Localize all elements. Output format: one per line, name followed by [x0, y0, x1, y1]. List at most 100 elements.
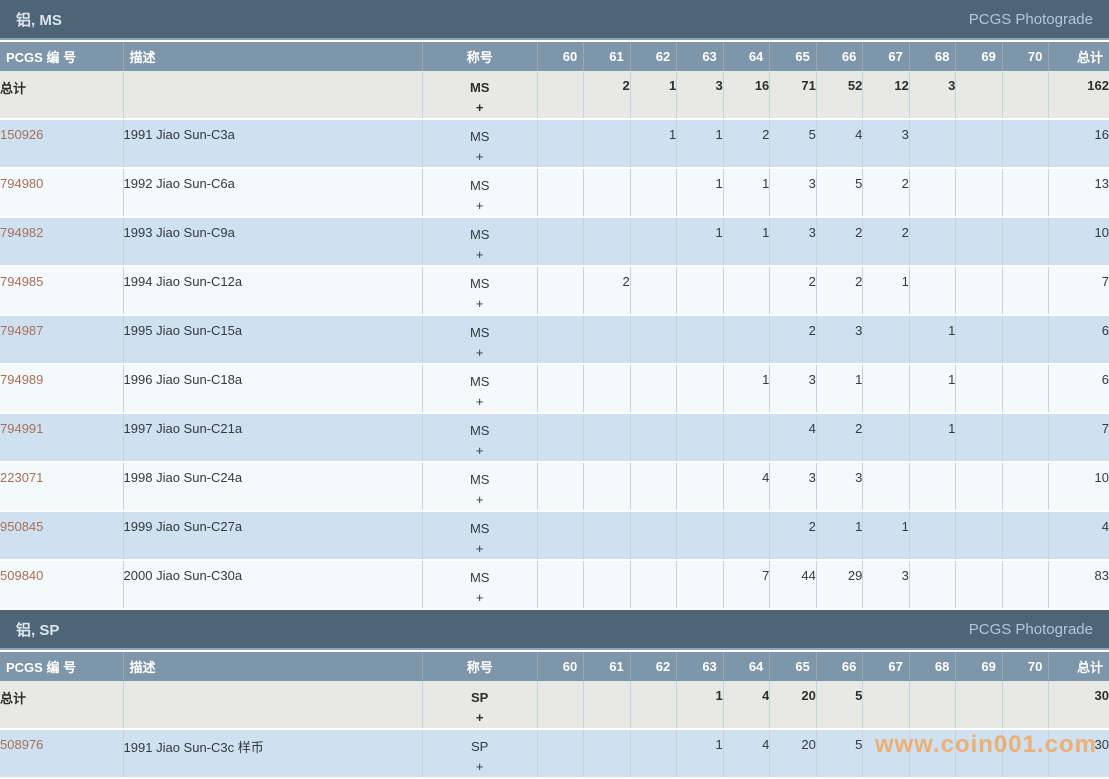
grade-cell-68 [909, 560, 957, 610]
grade-header-67: 67 [862, 42, 910, 71]
grade-header-63: 63 [676, 652, 724, 681]
grade-cell-64: 1 [723, 364, 771, 414]
designation-cell: MS + [422, 315, 538, 365]
grade-cell-62 [630, 560, 678, 610]
totals-grade-cell-63: 3 [676, 71, 724, 120]
pcgs-number-link[interactable]: 509840 [0, 568, 44, 583]
pcgs-number-link[interactable]: 794980 [0, 176, 44, 191]
row-total-cell: 16 [1048, 119, 1109, 169]
totals-grade-cell-68: 3 [909, 71, 957, 120]
grade-header-68: 68 [909, 652, 957, 681]
grade-cell-64 [723, 511, 771, 561]
description-cell: 1993 Jiao Sun-C9a [123, 217, 423, 267]
pcgs-number-link[interactable]: 950845 [0, 519, 44, 534]
pcgs-number-link[interactable]: 794982 [0, 225, 44, 240]
pcgs-number-cell: 794980 [0, 168, 124, 218]
grade-cell-65: 5 [769, 119, 817, 169]
grade-cell-60 [537, 462, 585, 512]
designation-text: MS [469, 325, 490, 340]
grade-cell-68 [909, 119, 957, 169]
totals-description-cell [123, 71, 423, 120]
grade-header-68: 68 [909, 42, 957, 71]
table-head: PCGS 编 号描述 称号 60 61 62 63 64 65 66 67 68 69 70 总计 [0, 42, 1109, 71]
grade-header-66: 66 [816, 652, 864, 681]
grade-cell-60 [537, 217, 585, 267]
designation-cell: MS + [422, 217, 538, 267]
pcgs-number-cell: 794987 [0, 315, 124, 365]
pcgs-number-cell: 794985 [0, 266, 124, 316]
grade-cell-68 [909, 266, 957, 316]
grade-header-60: 60 [537, 42, 585, 71]
totals-grade-cell-70 [1002, 681, 1050, 730]
pcgs-number-link[interactable]: 223071 [0, 470, 44, 485]
grade-cell-69 [955, 119, 1003, 169]
row-total-cell: 6 [1048, 364, 1109, 414]
pcgs-number-header: PCGS 编 号 [0, 42, 124, 71]
pcgs-number-cell: 509840 [0, 560, 124, 610]
table-head: PCGS 编 号描述 称号 60 61 62 63 64 65 66 67 68 69 70 总计 [0, 652, 1109, 681]
grade-cell-62 [630, 413, 678, 463]
grade-cell-62 [630, 168, 678, 218]
grade-cell-62 [630, 364, 678, 414]
table-row: 509840 2000 Jiao Sun-C30a MS +7 44 29 3 83 [0, 560, 1109, 610]
grade-cell-68 [909, 217, 957, 267]
table-body: 总计 SP +1 4 20 5 30 508976 1991 Jiao Sun-C3c 样币 SP… [0, 681, 1109, 779]
pcgs-number-link[interactable]: 794987 [0, 323, 44, 338]
grade-cell-60 [537, 560, 585, 610]
pcgs-number-link[interactable]: 794989 [0, 372, 44, 387]
grade-header-62: 62 [630, 652, 678, 681]
photograde-label: PCGS Photograde [968, 620, 1093, 638]
grade-cell-69 [955, 462, 1003, 512]
grade-cell-67 [862, 315, 910, 365]
description-cell: 2000 Jiao Sun-C30a [123, 560, 423, 610]
grade-header-70: 70 [1002, 42, 1050, 71]
grade-cell-62 [630, 266, 678, 316]
designation-cell: MS + [422, 511, 538, 561]
totals-grade-cell-61: 2 [583, 71, 631, 120]
grade-header-62: 62 [630, 42, 678, 71]
plus-designation: + [475, 149, 484, 164]
grade-cell-69 [955, 315, 1003, 365]
grade-cell-61 [583, 315, 631, 365]
totals-grade-cell-62 [630, 681, 678, 730]
grade-cell-68: 1 [909, 315, 957, 365]
totals-row: 总计 SP +1 4 20 5 30 [0, 681, 1109, 730]
pcgs-number-link[interactable]: 150926 [0, 127, 44, 142]
description-cell: 1996 Jiao Sun-C18a [123, 364, 423, 414]
grade-cell-63 [676, 266, 724, 316]
header-row: PCGS 编 号描述 称号 60 61 62 63 64 65 66 67 68 69 70 总计 [0, 652, 1109, 681]
grade-cell-64: 4 [723, 729, 771, 779]
total-header: 总计 [1048, 652, 1109, 681]
grade-cell-69 [955, 217, 1003, 267]
description-header: 描述 [123, 42, 423, 71]
grade-cell-63 [676, 511, 724, 561]
designation-cell: MS + [422, 168, 538, 218]
totals-grade-cell-61 [583, 681, 631, 730]
total-header: 总计 [1048, 42, 1109, 71]
description-cell: 1998 Jiao Sun-C24a [123, 462, 423, 512]
totals-grade-cell-65: 71 [769, 71, 817, 120]
grade-cell-63 [676, 413, 724, 463]
grade-cell-62 [630, 511, 678, 561]
description-cell: 1991 Jiao Sun-C3a [123, 119, 423, 169]
table-row: 794980 1992 Jiao Sun-C6a MS +1 1 3 5 2 13 [0, 168, 1109, 218]
pcgs-number-link[interactable]: 508976 [0, 737, 44, 752]
grade-cell-66: 2 [816, 217, 864, 267]
plus-designation: + [475, 296, 484, 311]
grade-cell-65: 3 [769, 168, 817, 218]
pcgs-number-cell: 794989 [0, 364, 124, 414]
totals-grade-cell-65: 20 [769, 681, 817, 730]
plus-designation: + [475, 345, 484, 360]
grade-cell-61 [583, 119, 631, 169]
totals-grade-cell-63: 1 [676, 681, 724, 730]
grade-cell-64: 7 [723, 560, 771, 610]
plus-designation: + [475, 394, 484, 409]
grade-cell-64: 2 [723, 119, 771, 169]
plus-designation: + [475, 247, 484, 262]
grade-cell-66: 5 [816, 729, 864, 779]
grade-cell-70 [1002, 364, 1050, 414]
pcgs-number-link[interactable]: 794991 [0, 421, 44, 436]
pcgs-number-link[interactable]: 794985 [0, 274, 44, 289]
totals-grade-cell-60 [537, 71, 585, 120]
